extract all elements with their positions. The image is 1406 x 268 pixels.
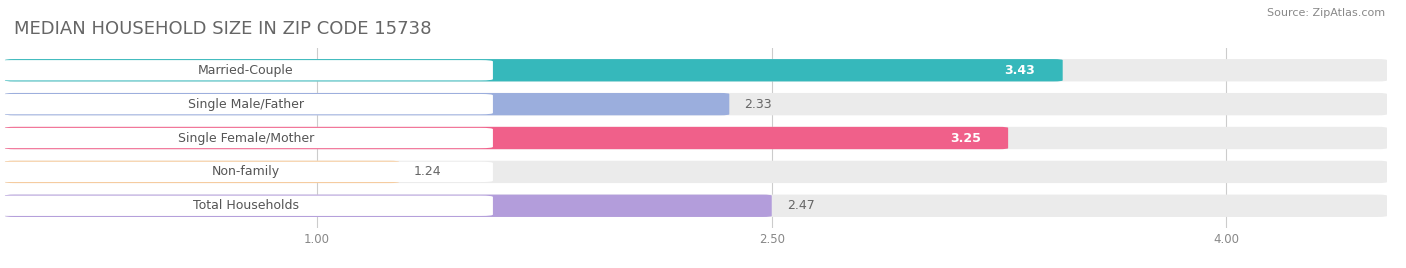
FancyBboxPatch shape — [6, 59, 1063, 81]
Text: Total Households: Total Households — [193, 199, 299, 212]
Text: MEDIAN HOUSEHOLD SIZE IN ZIP CODE 15738: MEDIAN HOUSEHOLD SIZE IN ZIP CODE 15738 — [14, 20, 432, 38]
Text: Married-Couple: Married-Couple — [198, 64, 294, 77]
Text: Single Female/Mother: Single Female/Mother — [177, 132, 314, 144]
Text: Source: ZipAtlas.com: Source: ZipAtlas.com — [1267, 8, 1385, 18]
Text: 3.25: 3.25 — [950, 132, 981, 144]
Text: 3.43: 3.43 — [1005, 64, 1035, 77]
FancyBboxPatch shape — [0, 94, 494, 114]
FancyBboxPatch shape — [6, 127, 1386, 149]
FancyBboxPatch shape — [0, 162, 494, 182]
FancyBboxPatch shape — [6, 93, 730, 115]
FancyBboxPatch shape — [6, 127, 1008, 149]
FancyBboxPatch shape — [6, 161, 1386, 183]
FancyBboxPatch shape — [6, 161, 399, 183]
FancyBboxPatch shape — [6, 59, 1386, 81]
Text: 2.33: 2.33 — [744, 98, 772, 111]
FancyBboxPatch shape — [6, 93, 1386, 115]
Text: Single Male/Father: Single Male/Father — [188, 98, 304, 111]
FancyBboxPatch shape — [6, 195, 772, 217]
Text: 2.47: 2.47 — [787, 199, 814, 212]
Text: Non-family: Non-family — [212, 165, 280, 178]
FancyBboxPatch shape — [0, 60, 494, 80]
FancyBboxPatch shape — [0, 128, 494, 148]
FancyBboxPatch shape — [6, 195, 1386, 217]
Text: 1.24: 1.24 — [415, 165, 441, 178]
FancyBboxPatch shape — [0, 196, 494, 216]
